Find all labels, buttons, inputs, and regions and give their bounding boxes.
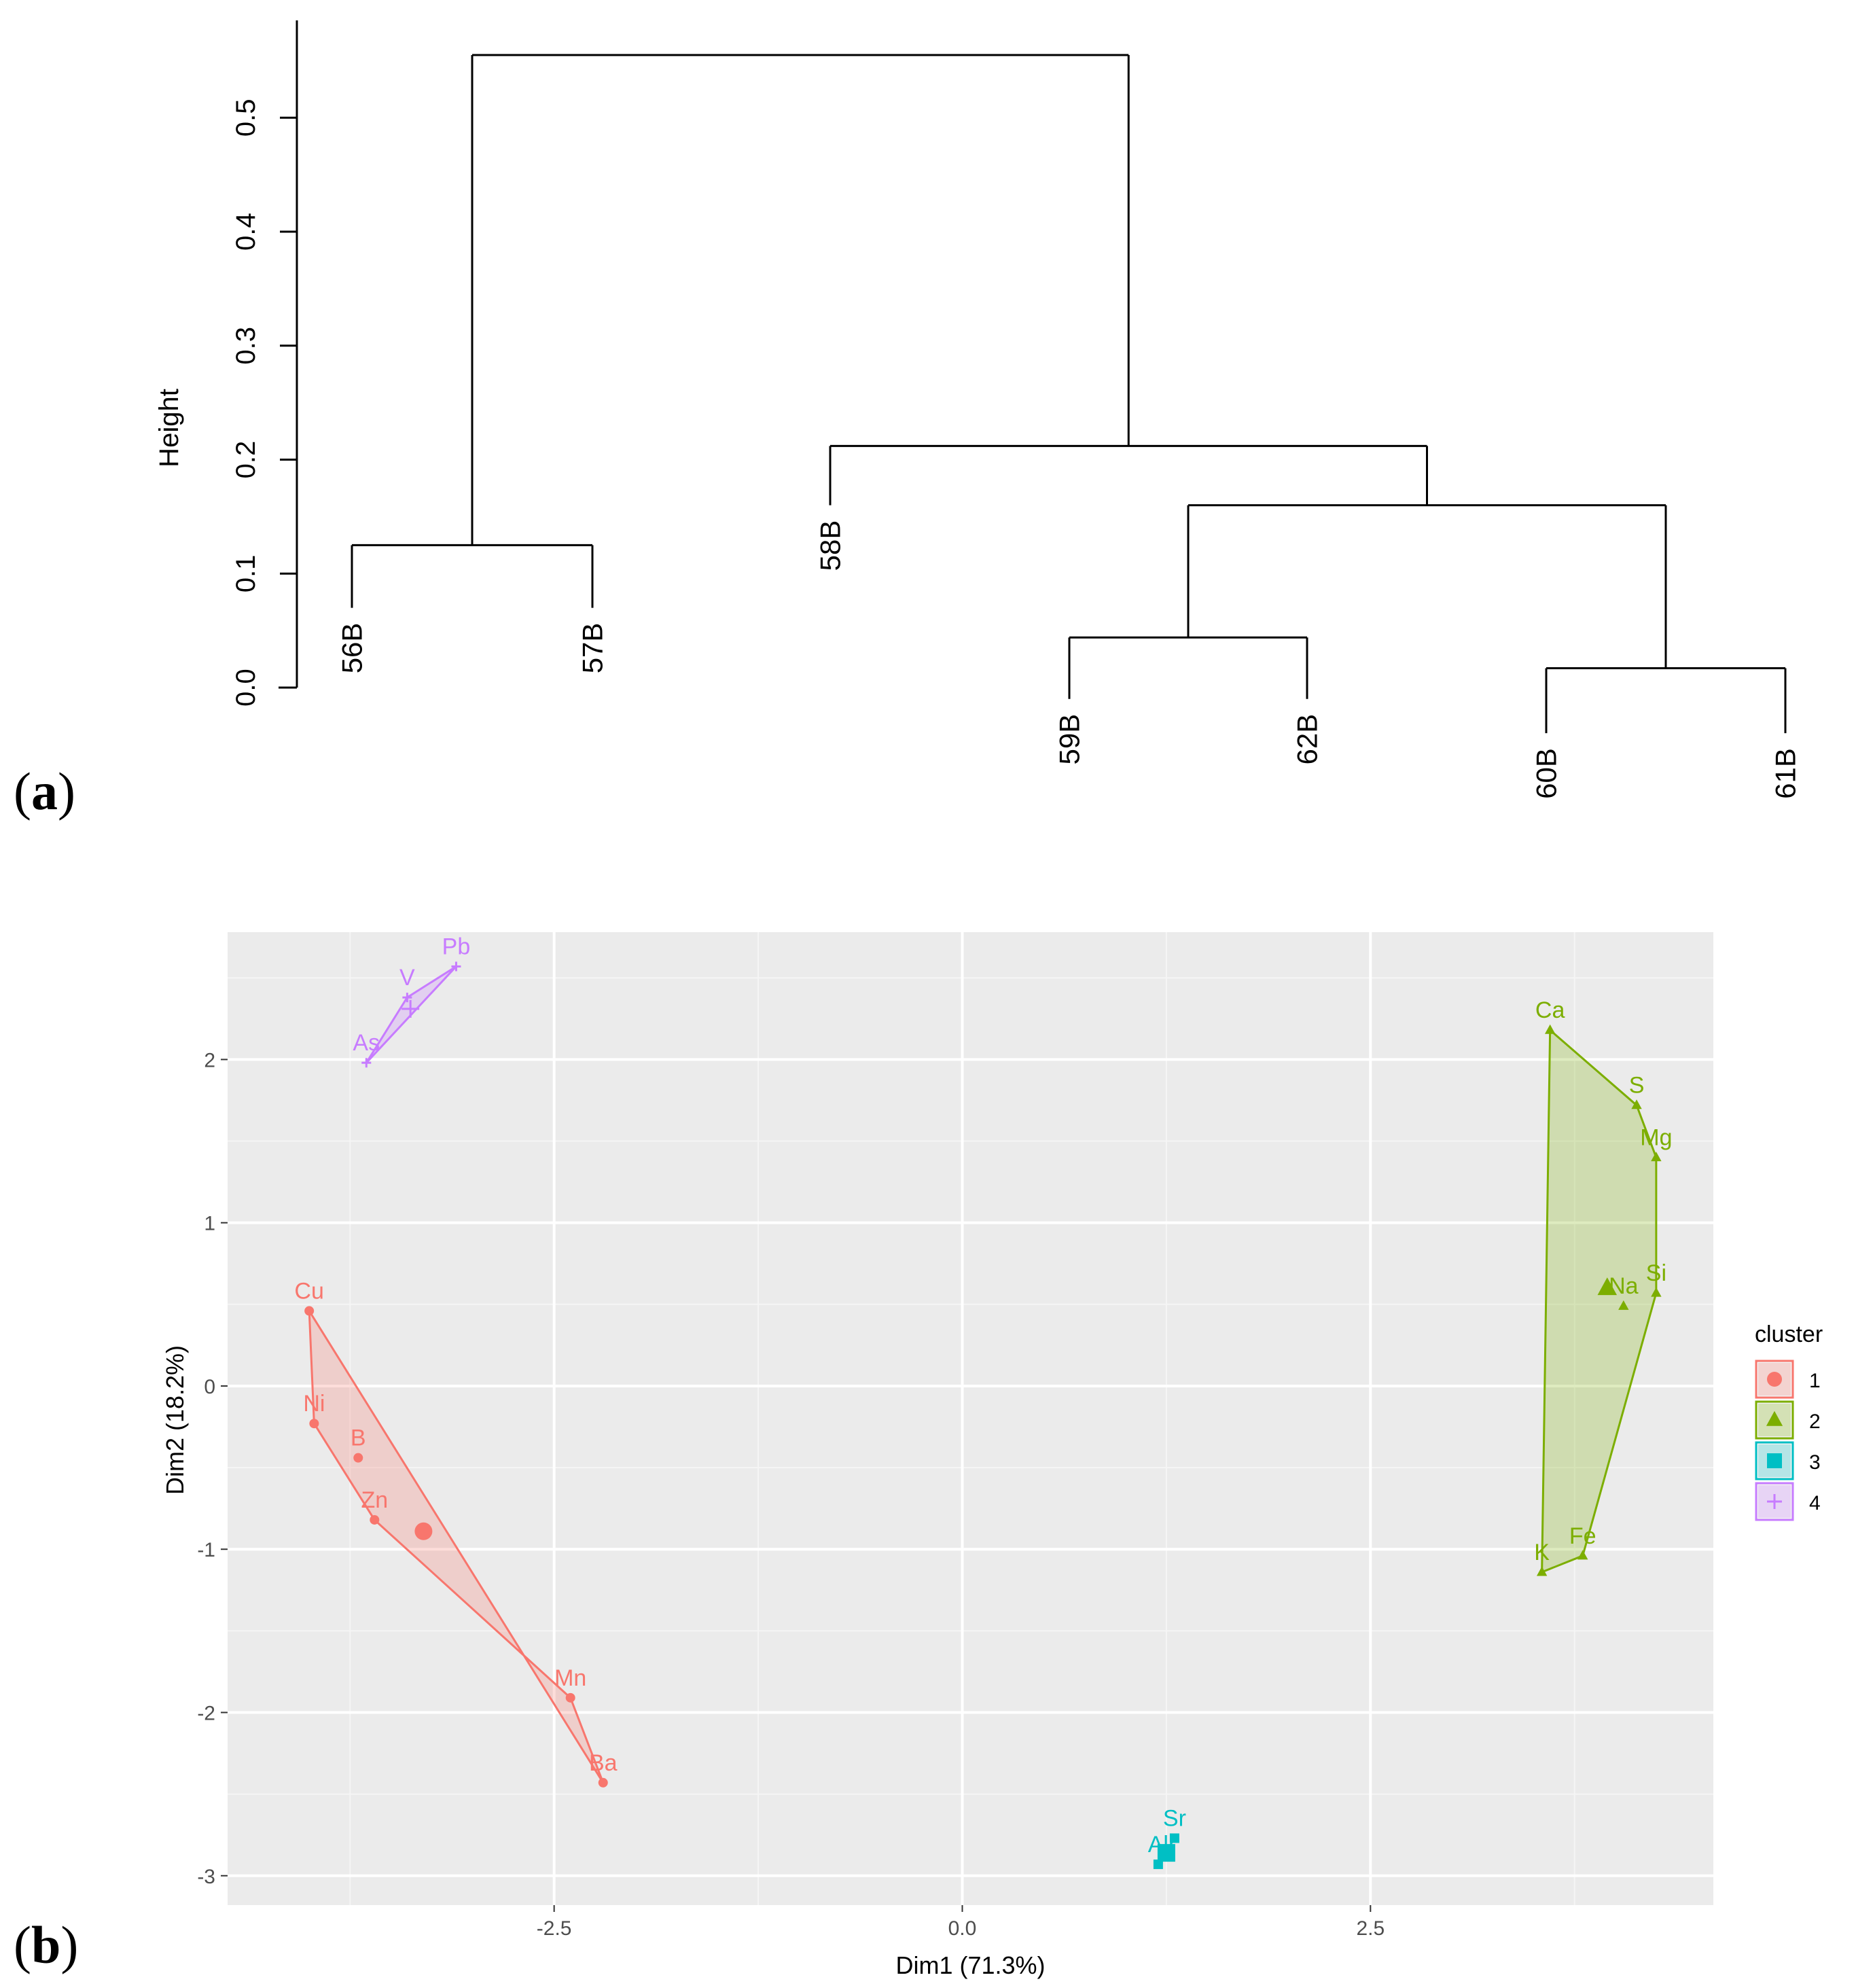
dendrogram-y-axis-label: Height <box>154 389 184 467</box>
cluster-2-centroid <box>1597 1277 1618 1296</box>
cluster-1-group: Cu Ni B Zn Mn Ba <box>294 1278 618 1788</box>
legend-marker-4 <box>1767 1494 1782 1509</box>
cluster-3-centroid <box>1157 1844 1175 1862</box>
panel-label-a-letter: a <box>31 762 58 821</box>
legend-label-2: 2 <box>1809 1410 1821 1433</box>
cluster-1-label-B: B <box>351 1425 366 1451</box>
cluster-1-label-Ba: Ba <box>589 1750 618 1776</box>
cluster-2-point-Si <box>1651 1287 1662 1297</box>
cluster-2-point-Na <box>1618 1300 1629 1310</box>
scatter-y-tick-label: 1 <box>204 1213 215 1235</box>
cluster-1-label-Cu: Cu <box>294 1278 323 1304</box>
dendrogram-leaf-label: 60B <box>1531 748 1563 799</box>
cluster-1-point-Ni <box>309 1419 319 1429</box>
cluster-1-point-Zn <box>370 1514 380 1525</box>
cluster-3-point-Al <box>1153 1859 1163 1869</box>
scatter-y-tick-label: -2 <box>197 1702 215 1724</box>
dendrogram-y-tick-label: 0.5 <box>231 99 261 137</box>
cluster-2-label-Fe: Fe <box>1569 1523 1596 1549</box>
legend-label-3: 3 <box>1809 1451 1821 1474</box>
cluster-2-point-S <box>1631 1099 1642 1110</box>
legend-label-4: 4 <box>1809 1492 1821 1514</box>
dendrogram-leaf-label: 57B <box>577 623 609 674</box>
dendrogram-leaf-label: 56B <box>336 623 368 674</box>
scatter-y-tick-label: 2 <box>204 1049 215 1071</box>
panel-label-a: (a) <box>14 762 75 821</box>
panel-label-b: (b) <box>14 1915 79 1974</box>
cluster-1-hull <box>308 1307 605 1783</box>
scatter-y-tick-label: 0 <box>204 1376 215 1398</box>
cluster-2-point-Mg <box>1651 1152 1662 1162</box>
cluster-4-group: Pb V As <box>353 934 471 1068</box>
cluster-2-label-S: S <box>1629 1073 1645 1099</box>
cluster-1-label-Zn: Zn <box>361 1487 388 1513</box>
dendrogram-panel: 0.0 0.1 0.2 0.3 0.4 0.5 Height 56B 57B 58B 59B 62B 6… <box>154 20 1802 799</box>
cluster-4-point-V <box>402 993 412 1003</box>
cluster-1-label-Mn: Mn <box>554 1665 586 1691</box>
scatter-y-axis-label: Dim2 (18.2%) <box>161 1345 189 1495</box>
cluster-2-point-K <box>1536 1566 1548 1576</box>
dendrogram-leaf-label: 61B <box>1770 748 1802 799</box>
cluster-3-point-Sr <box>1169 1833 1179 1843</box>
cluster-3-label-Sr: Sr <box>1163 1805 1186 1831</box>
cluster-2-label-K: K <box>1534 1540 1550 1565</box>
cluster-1-point-B <box>353 1453 363 1463</box>
cluster-4-centroid <box>401 999 420 1018</box>
cluster-1-point-Ba <box>598 1777 608 1788</box>
cluster-2-label-Si: Si <box>1646 1260 1666 1286</box>
cluster-2-point-Fe <box>1577 1550 1588 1560</box>
cluster-2-label-Na: Na <box>1609 1273 1639 1299</box>
dendrogram-y-tick-label: 0.1 <box>231 554 261 592</box>
scatter-legend: cluster 1 2 3 4 <box>1755 1321 1823 1521</box>
cluster-3-group: SrAl <box>1148 1805 1186 1869</box>
legend-marker-2 <box>1766 1410 1783 1426</box>
cluster-2-label-Mg: Mg <box>1640 1125 1672 1151</box>
scatter-x-tick-label: 2.5 <box>1356 1917 1385 1940</box>
cluster-4-label-V: V <box>399 965 415 991</box>
legend-marker-1 <box>1767 1372 1782 1387</box>
scatter-y-tick-label: -3 <box>197 1866 215 1888</box>
cluster-4-point-Pb <box>451 961 461 972</box>
cluster-1-centroid <box>414 1522 433 1540</box>
scatter-x-tick-label: 0.0 <box>948 1917 977 1940</box>
dendrogram-y-tick-label: 0.2 <box>231 441 261 479</box>
dendrogram-y-tick-label: 0.3 <box>231 327 261 365</box>
scatter-y-tick-label: -1 <box>197 1539 215 1561</box>
dendrogram-leaf-label: 62B <box>1291 714 1323 765</box>
cluster-1-point-Cu <box>304 1306 315 1316</box>
panel-label-b-letter: b <box>31 1915 61 1974</box>
dendrogram-y-tick-label: 0.4 <box>231 213 261 251</box>
scatter-plot-background <box>228 932 1713 1905</box>
legend-title: cluster <box>1755 1321 1823 1347</box>
cluster-2-group: Ca S Mg Si Na Fe K <box>1534 997 1673 1576</box>
cluster-2-point-Ca <box>1544 1024 1556 1034</box>
legend-label-1: 1 <box>1809 1370 1821 1392</box>
cluster-1-label-Ni: Ni <box>303 1391 325 1417</box>
scatter-panel: -2.5 0.0 2.5 -3 -2 -1 0 1 2 Dim1 (71.3%) Dim2 (18.… <box>161 932 1823 1979</box>
dendrogram-leaf-label: 59B <box>1054 714 1086 765</box>
legend-marker-3 <box>1767 1453 1782 1468</box>
scatter-x-axis-label: Dim1 (71.3%) <box>895 1951 1045 1979</box>
cluster-2-label-Ca: Ca <box>1535 997 1565 1023</box>
dendrogram-leaf-label: 58B <box>815 520 846 571</box>
cluster-4-label-As: As <box>353 1030 380 1056</box>
cluster-4-label-Pb: Pb <box>442 934 471 959</box>
dendrogram-y-tick-label: 0.0 <box>231 669 261 707</box>
scatter-x-tick-label: -2.5 <box>537 1917 572 1940</box>
cluster-1-point-Mn <box>565 1692 575 1703</box>
cluster-4-point-As <box>361 1058 372 1068</box>
